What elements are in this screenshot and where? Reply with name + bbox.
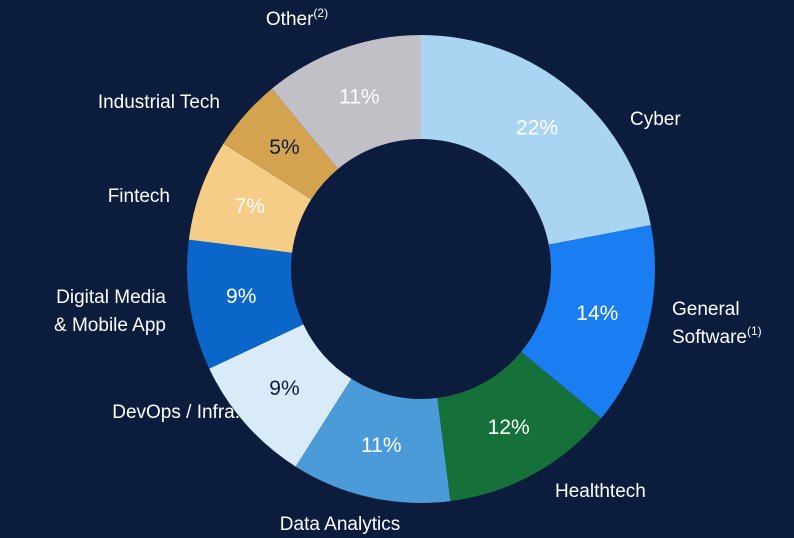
donut-segment xyxy=(223,88,339,200)
category-label: Industrial Tech xyxy=(98,92,220,113)
category-label: Other(2) xyxy=(266,6,328,30)
donut-segment xyxy=(421,35,651,245)
value-label: 9% xyxy=(226,285,256,308)
category-label: General Software(1) xyxy=(672,299,762,348)
donut-segment xyxy=(271,35,421,169)
value-label: 9% xyxy=(269,377,299,400)
value-label: 11% xyxy=(339,85,379,108)
label-line: DevOps / Infra. xyxy=(112,402,240,423)
category-label: Data Analytics xyxy=(280,514,400,535)
donut-segment xyxy=(209,324,352,467)
donut-segment xyxy=(521,225,655,419)
donut-segment xyxy=(295,378,451,504)
label-line: General xyxy=(672,299,740,320)
donut-segment xyxy=(188,143,312,253)
label-line: Data Analytics xyxy=(280,514,400,535)
value-label: 12% xyxy=(488,416,530,439)
label-line: Software xyxy=(672,327,747,348)
label-line: Other xyxy=(266,9,314,30)
category-label: DevOps / Infra. xyxy=(112,402,240,423)
value-label: 11% xyxy=(361,434,401,457)
label-line: & Mobile App xyxy=(54,315,166,336)
label-line: Industrial Tech xyxy=(98,92,220,113)
label-line: Cyber xyxy=(630,109,681,130)
value-label: 14% xyxy=(576,302,618,325)
value-label: 7% xyxy=(235,195,265,218)
category-label: Digital Media & Mobile App xyxy=(54,287,166,336)
label-superscript: (1) xyxy=(747,324,762,338)
label-line: Fintech xyxy=(108,186,170,207)
label-line: Digital Media xyxy=(56,287,166,308)
value-label: 5% xyxy=(269,136,299,159)
donut-segment xyxy=(437,351,602,502)
category-label: Healthtech xyxy=(555,481,646,502)
label-superscript: (2) xyxy=(313,6,328,20)
category-label: Fintech xyxy=(108,186,170,207)
value-label: 22% xyxy=(516,116,558,139)
category-label: Cyber xyxy=(630,109,681,130)
donut-segment xyxy=(186,239,304,369)
label-line: Healthtech xyxy=(555,481,646,502)
